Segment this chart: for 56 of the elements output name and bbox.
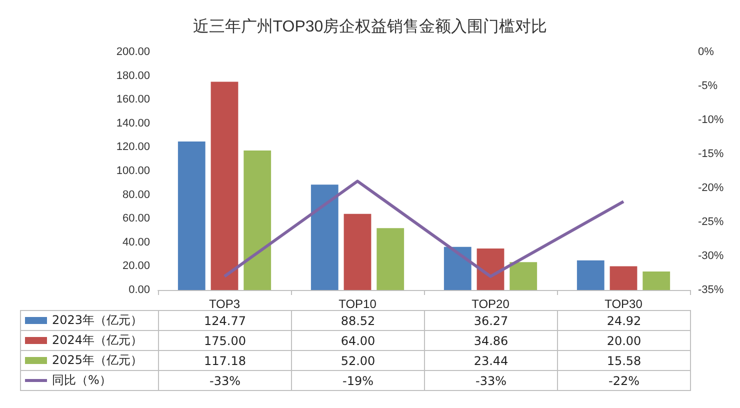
x-tick-label: TOP10 <box>338 297 377 311</box>
bar <box>642 271 670 290</box>
y2-tick-label: -35% <box>698 284 724 296</box>
data-label: 117.18 <box>158 350 292 370</box>
y2-tick-label: -5% <box>698 80 718 92</box>
y-tick-label: 100.00 <box>116 165 150 177</box>
legend-label: 2023年（亿元） <box>20 310 158 330</box>
y2-tick-label: -30% <box>698 250 724 262</box>
y2-tick-label: 0% <box>698 46 714 58</box>
bar <box>444 246 472 290</box>
data-label: -33% <box>424 370 558 390</box>
x-tick-label: TOP30 <box>604 297 643 311</box>
data-label: 88.52 <box>292 310 424 330</box>
bar <box>510 262 538 290</box>
bar <box>376 228 404 290</box>
chart-title: 近三年广州TOP30房企权益销售金额入围门槛对比 <box>192 18 548 36</box>
y2-tick-label: -25% <box>698 216 724 228</box>
y2-tick-label: -20% <box>698 182 724 194</box>
y-tick-label: 120.00 <box>116 141 150 154</box>
bar <box>210 82 238 290</box>
data-label: 36.27 <box>424 310 558 330</box>
data-label: 52.00 <box>292 350 424 370</box>
y-tick-label: 140.00 <box>116 117 150 130</box>
data-label: 175.00 <box>158 330 292 350</box>
bar <box>344 214 372 290</box>
data-label: 64.00 <box>292 330 424 350</box>
y-tick-label: 180.00 <box>116 70 150 82</box>
bar <box>310 184 338 290</box>
bar <box>178 142 206 290</box>
y-tick-label: 160.00 <box>116 94 150 106</box>
bar <box>244 150 272 290</box>
x-tick-label: TOP3 <box>208 297 240 311</box>
x-tick-label: TOP20 <box>472 297 510 311</box>
data-label: 23.44 <box>424 350 558 370</box>
data-label: 24.92 <box>558 310 690 330</box>
data-label: -22% <box>558 370 690 390</box>
data-label: 34.86 <box>424 330 558 350</box>
data-label: -19% <box>292 370 424 390</box>
y-tick-label: 200.00 <box>116 46 150 58</box>
y-tick-label: 0.00 <box>128 284 150 296</box>
y2-tick-label: -15% <box>698 148 724 160</box>
data-label: 20.00 <box>558 330 690 350</box>
data-label: 15.58 <box>558 350 690 370</box>
bar <box>476 248 504 290</box>
legend-label: 同比（%） <box>20 370 158 390</box>
bar <box>610 266 638 290</box>
data-label: 124.77 <box>158 310 292 330</box>
legend-label: 2025年（亿元） <box>20 350 158 370</box>
legend-label: 2024年（亿元） <box>20 330 158 350</box>
y2-tick-label: -10% <box>698 114 724 126</box>
bar <box>576 260 604 290</box>
y-tick-label: 80.00 <box>122 188 150 201</box>
y-tick-label: 40.00 <box>122 236 150 248</box>
data-label: -33% <box>158 370 292 390</box>
y-tick-label: 60.00 <box>122 212 150 225</box>
y-tick-label: 20.00 <box>122 260 150 272</box>
